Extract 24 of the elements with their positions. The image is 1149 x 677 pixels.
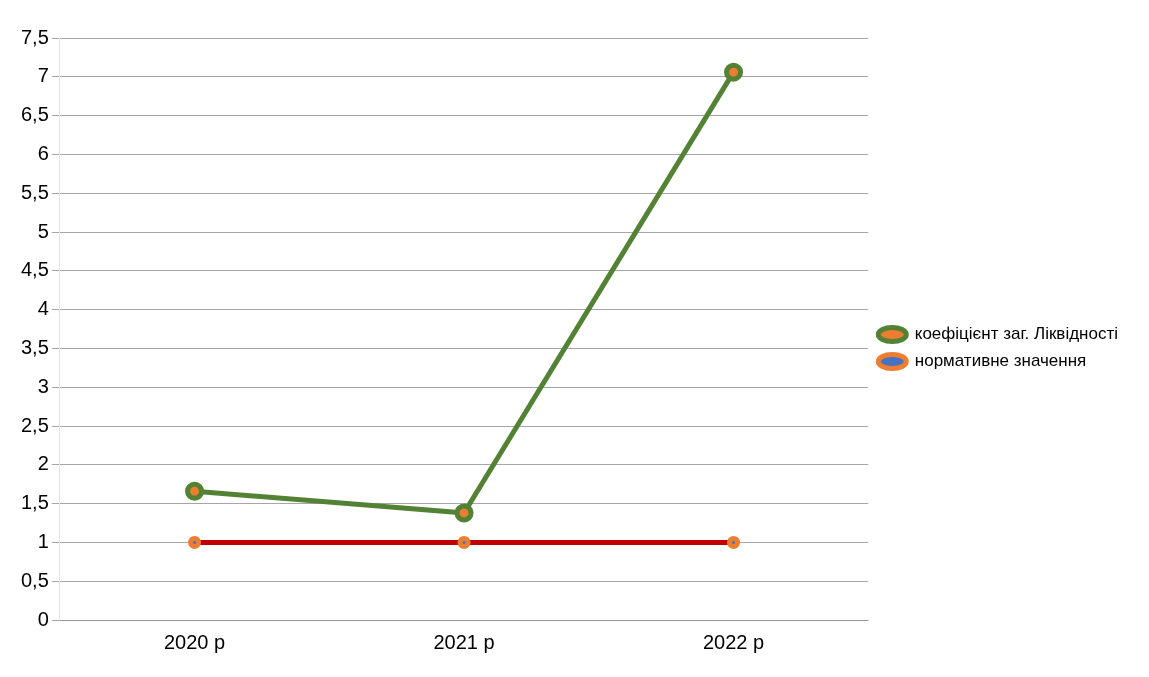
y-tick-label: 3,5	[20, 335, 49, 358]
x-tick-label: 2021 р	[433, 630, 495, 653]
y-tick-label: 3	[37, 374, 49, 397]
x-tick-label: 2022 р	[702, 630, 765, 653]
y-tick-label: 5,5	[20, 180, 49, 203]
y-tick-label: 2	[37, 452, 49, 475]
legend-label: коефіцієнт заг. Ліквідності	[914, 324, 1119, 344]
y-tick-label: 4,5	[20, 258, 49, 281]
y-tick-label: 7,5	[20, 25, 49, 48]
y-tick-label: 5	[37, 219, 49, 242]
x-tick-label: 2020 р	[163, 630, 226, 653]
y-tick-label: 2,5	[20, 413, 49, 436]
y-tick-label: 4	[37, 297, 49, 320]
y-tick-label: 0,5	[20, 568, 49, 591]
y-tick-label: 1	[37, 529, 49, 552]
legend-label: нормативне значення	[914, 351, 1087, 371]
y-tick-label: 1,5	[20, 491, 49, 514]
y-tick-label: 6,5	[20, 103, 49, 126]
y-tick-label: 0	[37, 607, 49, 630]
y-tick-label: 7	[37, 64, 49, 87]
y-tick-label: 6	[37, 141, 49, 164]
point	[185, 481, 205, 501]
point	[454, 503, 474, 523]
point	[724, 62, 744, 82]
